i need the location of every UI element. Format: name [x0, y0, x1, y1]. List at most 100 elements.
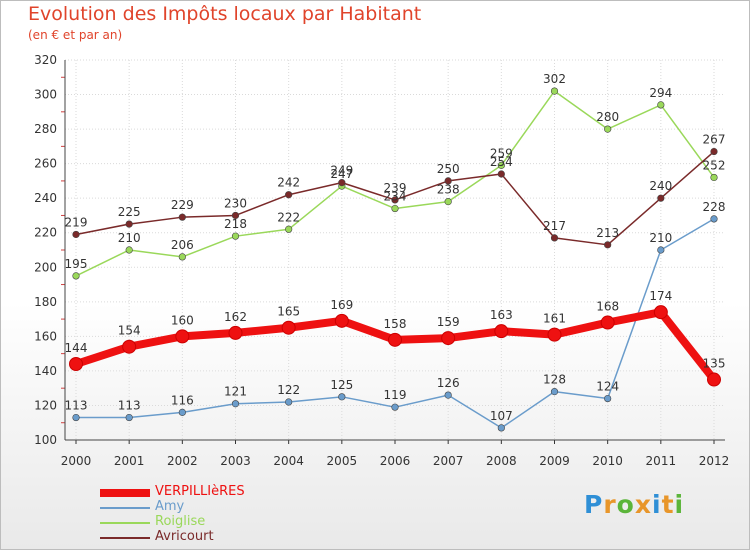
logo-letter: o [616, 490, 635, 519]
data-label: 217 [543, 219, 566, 233]
data-point [444, 198, 452, 206]
legend-swatch [100, 522, 150, 524]
legend-label: Avricourt [155, 529, 214, 544]
data-label: 259 [490, 146, 513, 160]
x-tick-label: 2004 [273, 454, 304, 468]
data-label: 128 [543, 373, 566, 387]
data-point [338, 179, 346, 187]
chart-subtitle: (en € et par an) [28, 28, 123, 42]
data-point [125, 246, 133, 254]
x-tick-label: 2008 [486, 454, 517, 468]
y-tick-label: 120 [34, 398, 57, 412]
x-tick-label: 2003 [220, 454, 251, 468]
data-point [550, 87, 559, 95]
logo-letter: i [652, 490, 662, 519]
data-point [600, 315, 615, 330]
x-tick-label: 2009 [539, 454, 570, 468]
data-label: 250 [437, 162, 460, 176]
data-point [178, 213, 186, 221]
data-label: 119 [384, 388, 407, 402]
data-point [444, 391, 452, 399]
x-tick-label: 2006 [380, 454, 411, 468]
data-label: 169 [330, 298, 353, 312]
data-point [604, 125, 612, 133]
data-label: 144 [65, 341, 88, 355]
data-point [285, 191, 293, 199]
data-point [72, 230, 80, 239]
data-point [231, 211, 240, 220]
data-point [710, 173, 718, 182]
data-point [391, 196, 399, 204]
data-label: 113 [118, 399, 141, 413]
data-label: 225 [118, 205, 141, 219]
data-point [178, 253, 186, 261]
x-tick-label: 2002 [167, 454, 198, 468]
data-label: 213 [596, 226, 619, 240]
data-label: 294 [649, 86, 672, 100]
x-tick-label: 2000 [61, 454, 92, 468]
data-label: 238 [437, 183, 460, 197]
data-point [285, 225, 293, 233]
legend-label: Amy [155, 499, 185, 514]
data-label: 242 [277, 176, 300, 190]
data-point [391, 403, 399, 411]
data-point [604, 394, 612, 403]
y-tick-label: 280 [34, 122, 57, 136]
data-label: 160 [171, 313, 194, 327]
x-tick-label: 2005 [327, 454, 358, 468]
x-tick-label: 2011 [646, 454, 677, 468]
data-label: 161 [543, 312, 566, 326]
data-label: 113 [65, 399, 88, 413]
logo-letter: x [634, 490, 652, 519]
data-point [441, 331, 456, 346]
data-point [69, 357, 83, 371]
logo-letter: i [674, 490, 685, 519]
series-lines [69, 87, 721, 432]
data-point [338, 393, 346, 401]
data-point [710, 215, 718, 223]
legend-swatch [100, 489, 150, 497]
proxiti-logo: Proxiti [584, 490, 684, 519]
y-tick-label: 180 [34, 295, 57, 309]
data-point [281, 320, 296, 335]
data-label: 210 [118, 231, 141, 245]
logo-letter: r [603, 490, 617, 519]
data-label: 135 [703, 357, 726, 371]
data-label: 218 [224, 217, 247, 231]
data-point [497, 161, 505, 169]
data-point [125, 413, 133, 422]
data-label: 247 [330, 167, 353, 181]
data-point [547, 327, 562, 342]
data-point [72, 413, 80, 422]
data-label: 122 [277, 383, 300, 397]
data-point [657, 101, 665, 109]
data-point [550, 234, 559, 242]
data-point [285, 398, 293, 406]
data-point [231, 232, 240, 240]
axes: 100 120 140 160 180 200 220 240 260 280 300 320 2000… [34, 53, 729, 468]
data-point [444, 177, 452, 185]
y-tick-label: 100 [34, 433, 57, 447]
data-label: 124 [596, 380, 619, 394]
data-point [657, 194, 665, 202]
data-label: 240 [649, 179, 672, 193]
data-point [122, 339, 137, 354]
data-label: 280 [596, 110, 619, 124]
data-label: 162 [224, 310, 247, 324]
x-tick-label: 2012 [699, 454, 730, 468]
data-label: 219 [65, 215, 88, 229]
legend-label: VERPILLIèRES [155, 484, 245, 499]
data-label: 249 [330, 164, 353, 178]
legend-swatch [100, 537, 150, 539]
data-label: 126 [437, 376, 460, 390]
data-label: 230 [224, 196, 247, 210]
data-point [653, 305, 668, 320]
data-point [707, 372, 721, 387]
data-label: 158 [384, 317, 407, 331]
y-tick-label: 240 [34, 191, 57, 205]
data-label: 116 [171, 393, 194, 407]
legend-swatch [100, 507, 150, 509]
data-label: 154 [118, 324, 141, 338]
